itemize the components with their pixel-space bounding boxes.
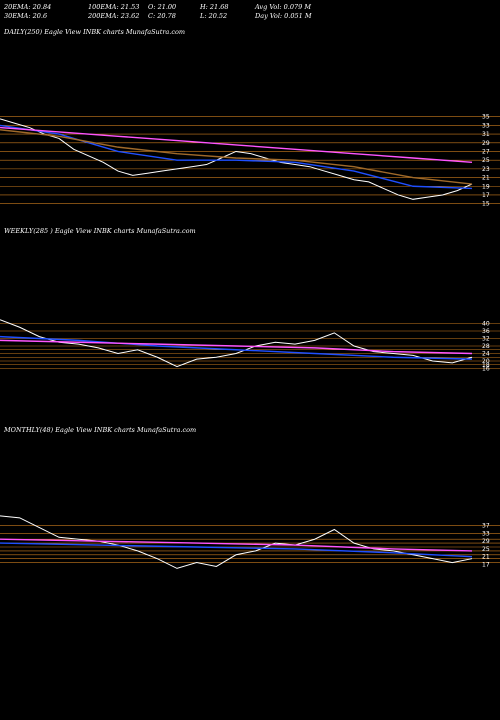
tick-label-0-8: 19 xyxy=(482,183,490,190)
daily-panel-label: DAILY(250) Eagle View INBK charts Munafa… xyxy=(4,28,186,36)
tick-label-1-2: 32 xyxy=(482,336,490,343)
series-ema_long-0 xyxy=(0,126,473,164)
tick-label-2-1: 33 xyxy=(482,530,490,537)
series-price-1 xyxy=(0,319,473,368)
header-close: C: 20.78 xyxy=(148,12,176,20)
header-low: L: 20.52 xyxy=(200,12,228,20)
tick-label-2-3: 25 xyxy=(482,546,490,553)
header-avg-vol: Avg Vol: 0.079 M xyxy=(255,3,312,11)
series-price-2 xyxy=(0,515,473,569)
tick-label-0-3: 29 xyxy=(482,140,490,147)
header-30ema: 30EMA: 20.6 xyxy=(4,12,48,20)
tick-label-0-5: 25 xyxy=(482,157,490,164)
header-day-vol: Day Vol: 0.051 M xyxy=(255,12,312,20)
series-price-0 xyxy=(0,118,473,200)
tick-label-1-6: 18 xyxy=(482,362,490,369)
series-ema_mid-0 xyxy=(0,129,473,185)
tick-label-1-1: 36 xyxy=(482,328,490,335)
header-open: O: 21.00 xyxy=(148,3,177,11)
series-ema_short-1 xyxy=(0,335,473,360)
header-100ema: 100EMA: 21.53 xyxy=(88,3,140,11)
tick-label-2-4: 21 xyxy=(482,554,490,561)
weekly-panel-label: WEEKLY(285 ) Eagle View INBK charts Muna… xyxy=(4,227,196,235)
tick-label-2-5: 17 xyxy=(482,562,490,569)
header-200ema: 200EMA: 23.62 xyxy=(88,12,140,20)
tick-label-0-9: 17 xyxy=(482,192,490,199)
tick-label-0-10: 15 xyxy=(482,201,490,208)
series-ema_long-2 xyxy=(0,538,473,552)
tick-label-0-4: 27 xyxy=(482,148,490,155)
tick-label-0-2: 31 xyxy=(482,131,490,138)
tick-label-0-6: 23 xyxy=(482,166,490,173)
monthly-panel-label: MONTHLY(48) Eagle View INBK charts Munaf… xyxy=(4,426,197,434)
tick-label-0-7: 21 xyxy=(482,175,490,182)
header-20ema: 20EMA: 20.84 xyxy=(4,3,52,11)
tick-label-2-0: 37 xyxy=(482,523,490,530)
tick-label-1-5: 20 xyxy=(482,358,490,365)
tick-label-1-4: 24 xyxy=(482,351,490,358)
series-ema_short-2 xyxy=(0,542,473,558)
tick-label-1-3: 28 xyxy=(482,343,490,350)
header-high: H: 21.68 xyxy=(200,3,229,11)
tick-label-0-0: 35 xyxy=(482,114,490,121)
tick-label-1-7: 16 xyxy=(482,366,490,373)
tick-label-1-0: 40 xyxy=(482,321,490,328)
tick-label-2-2: 29 xyxy=(482,538,490,545)
series-ema_long-1 xyxy=(0,339,473,355)
tick-label-0-1: 33 xyxy=(482,122,490,129)
